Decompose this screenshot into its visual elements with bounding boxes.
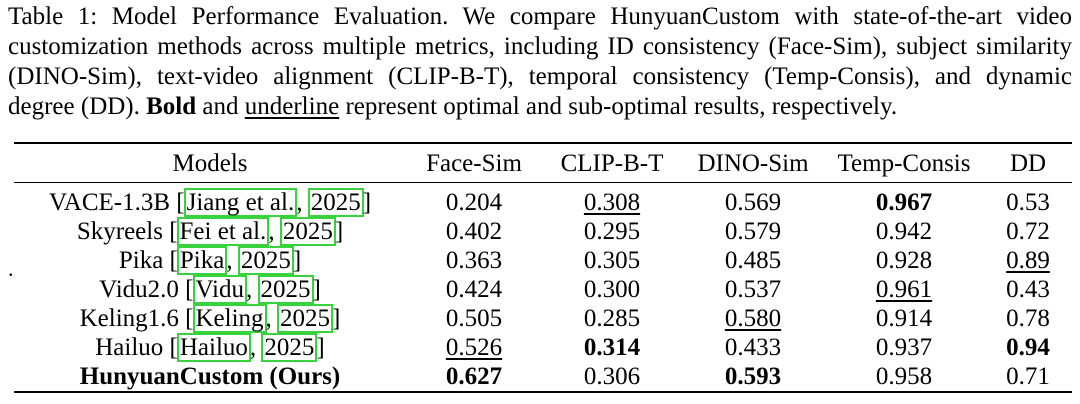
citation-year-link[interactable]: 2025: [261, 333, 318, 362]
value-cell: 0.305: [583, 247, 641, 274]
value-cell: 0.942: [875, 218, 933, 245]
value-cell: 0.94: [1006, 334, 1050, 361]
header-models: Models: [172, 150, 248, 177]
value-cell: 0.53: [1006, 189, 1050, 216]
table-row: Keling1.6 [Keling, 2025] 0.505 0.285 0.5…: [14, 304, 1072, 333]
value-cell: 0.285: [583, 305, 641, 332]
citation-year-link[interactable]: 2025: [277, 304, 334, 333]
citation-year-link[interactable]: 2025: [257, 275, 314, 304]
value-cell: 0.363: [445, 247, 503, 274]
table-row-ours: HunyuanCustom (Ours) 0.627 0.306 0.593 0…: [14, 362, 1072, 391]
model-cell: Keling1.6 [Keling, 2025]: [79, 304, 341, 333]
value-cell: 0.71: [1006, 363, 1050, 390]
value-cell: 0.928: [875, 247, 933, 274]
citation-link[interactable]: Jiang et al.: [183, 188, 298, 217]
caption-text: Model Performance Evaluation. We compare…: [8, 3, 1072, 120]
citation-year-link[interactable]: 2025: [279, 217, 336, 246]
model-cell: Hailuo [Hailuo, 2025]: [95, 333, 325, 362]
citation-link[interactable]: Keling: [192, 304, 267, 333]
value-cell: 0.537: [724, 276, 782, 303]
header-clip-b-t: CLIP-B-T: [560, 150, 664, 177]
value-cell: 0.314: [583, 334, 641, 361]
value-cell: 0.433: [724, 334, 782, 361]
model-name: VACE-1.3B: [48, 189, 171, 216]
caption-bold-word: Bold: [146, 93, 197, 120]
header-temp-consis: Temp-Consis: [837, 150, 971, 177]
value-cell: 0.78: [1006, 305, 1050, 332]
value-cell: 0.402: [445, 218, 503, 245]
value-cell: 0.300: [583, 276, 641, 303]
header-dd: DD: [1009, 150, 1047, 177]
value-cell: 0.958: [875, 363, 933, 390]
value-cell: 0.937: [875, 334, 933, 361]
citation-link[interactable]: Hailuo: [176, 333, 251, 362]
value-cell: 0.295: [583, 218, 641, 245]
table-row: Pika [Pika, 2025] 0.363 0.305 0.485 0.92…: [14, 246, 1072, 275]
model-name: Vidu2.0: [99, 276, 179, 303]
caption-underline-word: underline: [244, 93, 340, 120]
header-dino-sim: DINO-Sim: [697, 150, 809, 177]
value-cell: 0.204: [445, 189, 503, 216]
header-rule: [14, 182, 1072, 183]
model-cell: VACE-1.3B [Jiang et al., 2025]: [48, 188, 372, 217]
caption-label: Table 1:: [8, 3, 98, 30]
model-name: Hailuo: [95, 334, 164, 361]
table-row: Hailuo [Hailuo, 2025] 0.526 0.314 0.433 …: [14, 333, 1072, 362]
model-cell: Pika [Pika, 2025]: [118, 246, 302, 275]
top-rule: [14, 142, 1072, 144]
table-row: Vidu2.0 [Vidu, 2025] 0.424 0.300 0.537 0…: [14, 275, 1072, 304]
table-row: Skyreels [Fei et al., 2025] 0.402 0.295 …: [14, 217, 1072, 246]
margin-mark: .: [8, 256, 14, 281]
value-cell: 0.967: [875, 189, 933, 216]
value-cell: 0.961: [875, 276, 933, 303]
header-row: Models Face-Sim CLIP-B-T DINO-Sim Temp-C…: [14, 146, 1072, 182]
model-name: Pika: [118, 247, 164, 274]
value-cell: 0.593: [724, 363, 782, 390]
value-cell: 0.579: [724, 218, 782, 245]
value-cell: 0.308: [583, 189, 641, 216]
value-cell: 0.914: [875, 305, 933, 332]
value-cell: 0.580: [724, 305, 782, 332]
citation-link[interactable]: Vidu: [192, 275, 247, 304]
value-cell: 0.43: [1006, 276, 1050, 303]
value-cell: 0.72: [1006, 218, 1050, 245]
value-cell: 0.306: [583, 363, 641, 390]
value-cell: 0.485: [724, 247, 782, 274]
value-cell: 0.89: [1006, 247, 1050, 274]
bottom-rule: [14, 391, 1072, 393]
value-cell: 0.424: [445, 276, 503, 303]
model-name: Skyreels: [76, 218, 163, 245]
caption-text-end: represent optimal and sub-optimal result…: [345, 93, 898, 120]
model-cell-ours: HunyuanCustom (Ours): [79, 363, 341, 390]
value-cell: 0.569: [724, 189, 782, 216]
model-name: Keling1.6: [79, 305, 179, 332]
value-cell: 0.505: [445, 305, 503, 332]
value-cell: 0.526: [445, 334, 503, 361]
citation-year-link[interactable]: 2025: [307, 188, 364, 217]
results-table: Models Face-Sim CLIP-B-T DINO-Sim Temp-C…: [14, 146, 1072, 391]
caption-and: and: [202, 93, 239, 120]
value-cell: 0.627: [445, 363, 503, 390]
model-cell: Skyreels [Fei et al., 2025]: [76, 217, 344, 246]
citation-year-link[interactable]: 2025: [237, 246, 294, 275]
model-cell: Vidu2.0 [Vidu, 2025]: [99, 275, 321, 304]
header-face-sim: Face-Sim: [426, 150, 522, 177]
citation-link[interactable]: Fei et al.: [176, 217, 270, 246]
citation-link[interactable]: Pika: [176, 246, 228, 275]
table-caption: Table 1: Model Performance Evaluation. W…: [8, 2, 1072, 122]
table-row: VACE-1.3B [Jiang et al., 2025] 0.204 0.3…: [14, 182, 1072, 217]
